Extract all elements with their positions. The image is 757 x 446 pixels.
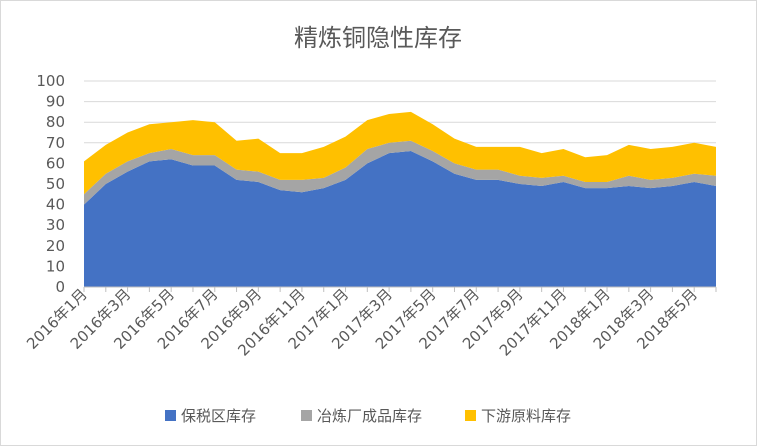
series-area-1 <box>84 151 716 287</box>
series-area-3 <box>84 111 716 195</box>
y-tick-label: 90 <box>46 93 65 111</box>
plot-areas <box>84 111 716 287</box>
y-tick-label: 30 <box>46 216 65 234</box>
y-tick-label: 50 <box>46 175 65 193</box>
legend-label-3: 下游原料库存 <box>481 407 571 425</box>
y-tick-label: 80 <box>46 113 65 131</box>
y-tick-label: 10 <box>46 257 65 275</box>
legend-label-2: 冶炼厂成品库存 <box>317 407 422 425</box>
chart-title: 精炼铜隐性库存 <box>294 24 462 52</box>
legend: 保税区库存 冶炼厂成品库存 下游原料库存 <box>165 407 571 425</box>
y-tick-label: 100 <box>36 72 65 90</box>
legend-swatch-1 <box>165 410 176 421</box>
y-tick-label: 70 <box>46 134 65 152</box>
y-tick-label: 60 <box>46 154 65 172</box>
legend-swatch-3 <box>465 410 476 421</box>
y-tick-label: 0 <box>55 278 65 296</box>
y-tick-label: 40 <box>46 196 65 214</box>
legend-label-1: 保税区库存 <box>181 407 256 425</box>
legend-swatch-2 <box>301 410 312 421</box>
y-tick-label: 20 <box>46 237 65 255</box>
